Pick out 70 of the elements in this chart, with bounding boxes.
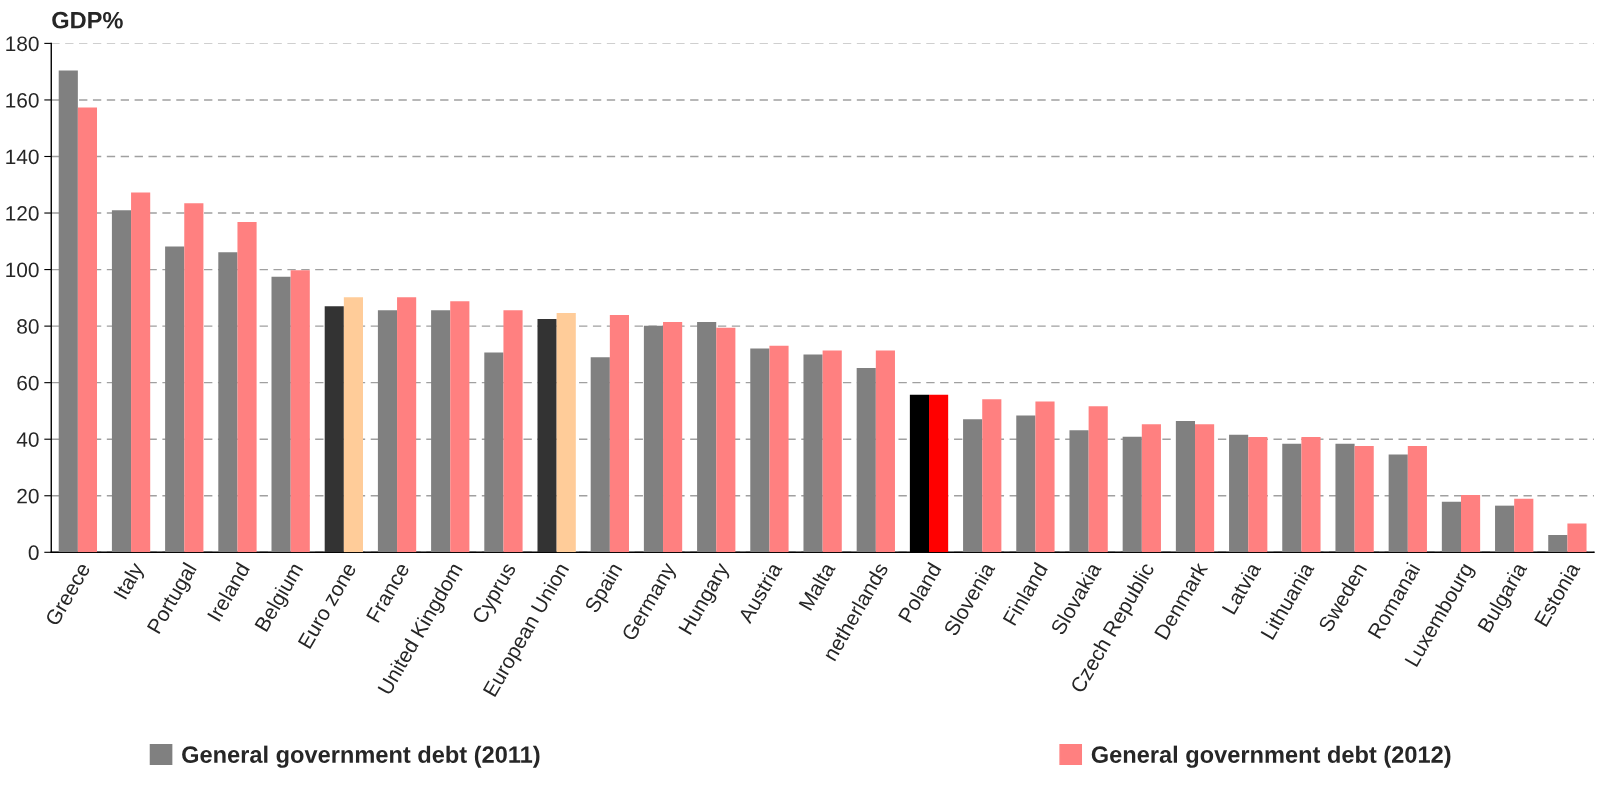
legend-label: General government debt (2012)	[1091, 745, 1451, 768]
bar	[1035, 401, 1055, 553]
bar	[377, 310, 398, 553]
bar	[556, 313, 576, 553]
bar	[1441, 501, 1461, 553]
bar	[590, 357, 610, 553]
bar	[1407, 446, 1427, 553]
bar	[1548, 535, 1568, 553]
bar	[929, 394, 949, 553]
bar	[237, 222, 257, 553]
bar	[1354, 446, 1374, 553]
bar	[1016, 415, 1036, 553]
bar	[503, 310, 523, 553]
bar	[716, 327, 736, 553]
bar	[450, 301, 470, 553]
legend-label: General government debt (2011)	[182, 745, 540, 768]
bar	[1461, 494, 1481, 553]
bar	[1088, 406, 1108, 553]
bar	[1122, 436, 1142, 553]
bar	[697, 321, 717, 553]
bar	[1175, 421, 1196, 553]
bar	[484, 352, 504, 553]
bar	[1195, 424, 1215, 553]
bar	[537, 319, 557, 553]
bar	[1229, 434, 1249, 553]
bar	[822, 350, 842, 553]
bar	[184, 203, 204, 553]
y-tick-label: 160	[6, 92, 39, 108]
bar	[963, 419, 983, 553]
bar	[643, 325, 664, 553]
bar	[218, 252, 238, 553]
bar	[324, 306, 344, 553]
bar	[803, 354, 823, 553]
y-tick-label: 20	[17, 488, 39, 504]
bar	[77, 107, 98, 553]
y-axis-title: GDP%	[52, 11, 123, 29]
bar	[1495, 505, 1515, 553]
bar	[769, 345, 789, 553]
y-tick-label: 140	[6, 149, 39, 165]
bar	[1514, 498, 1534, 553]
bar	[111, 210, 132, 553]
bar	[131, 192, 151, 553]
y-tick-label: 80	[17, 319, 39, 334]
bar	[1567, 523, 1587, 553]
bar	[1388, 454, 1408, 553]
y-tick-label: 180	[6, 36, 39, 52]
y-tick-label: 100	[6, 262, 39, 278]
bar	[1248, 436, 1268, 553]
bar	[58, 70, 78, 553]
bar	[271, 276, 291, 553]
bar	[1301, 436, 1321, 553]
y-tick-label: 120	[6, 206, 39, 221]
bar	[875, 350, 895, 553]
y-tick-label: 40	[16, 432, 39, 447]
bar	[165, 246, 185, 553]
bar	[397, 297, 417, 553]
bar	[750, 348, 770, 553]
bar	[431, 310, 451, 553]
bar	[1335, 443, 1355, 553]
bar	[1141, 424, 1161, 553]
bar	[1282, 443, 1302, 553]
y-tick-label: 60	[17, 375, 39, 391]
bar	[856, 367, 876, 553]
bar	[343, 297, 363, 553]
bar	[1069, 430, 1089, 553]
bar	[290, 270, 310, 553]
y-tick-label: 0	[28, 545, 39, 561]
bar	[982, 399, 1002, 553]
bar	[609, 315, 629, 553]
bar	[663, 321, 683, 553]
